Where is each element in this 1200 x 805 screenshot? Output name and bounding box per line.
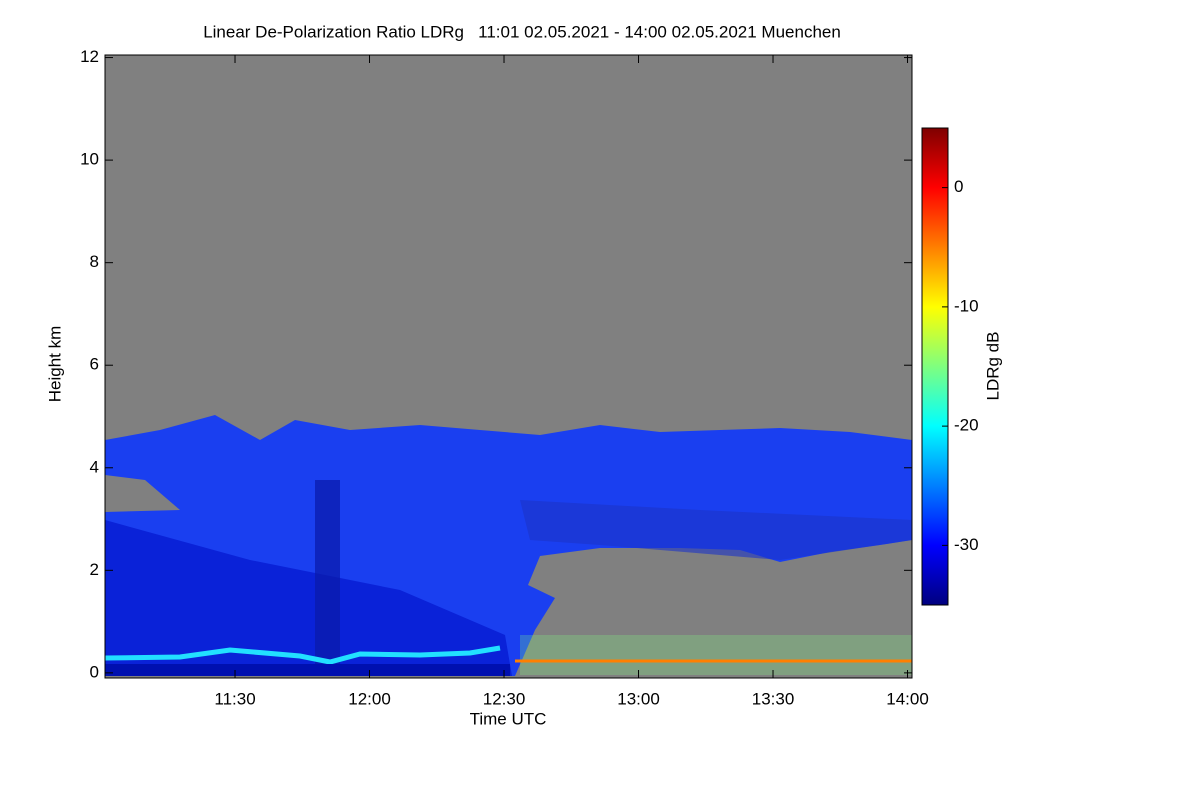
y-axis-label: Height km: [45, 326, 64, 403]
x-tick-label: 13:00: [617, 689, 660, 708]
colorbar: [921, 127, 949, 606]
colorbar-tick-label: -10: [954, 296, 979, 315]
y-tick-label: 0: [90, 662, 99, 681]
colorbar-tick-label: -30: [954, 535, 979, 554]
dark-layer: [520, 500, 912, 560]
colorbar-label: LDRg dB: [983, 332, 1002, 401]
y-tick-label: 4: [90, 457, 99, 476]
y-tick-label: 10: [80, 150, 99, 169]
y-tick-label: 2: [90, 560, 99, 579]
boundary-layer: [104, 645, 501, 665]
x-tick-label: 11:30: [214, 689, 255, 708]
x-axis-label: Time UTC: [470, 709, 547, 728]
plot-frame: [104, 54, 913, 679]
x-tick-label: 12:00: [348, 689, 391, 708]
colorbar-tick-label: -20: [954, 416, 979, 435]
gray-patch: [105, 475, 180, 512]
y-tick-label: 8: [90, 252, 99, 271]
field: [104, 55, 912, 678]
colorbar-tick-label: 0: [954, 177, 963, 196]
x-tick-label: 13:30: [752, 689, 795, 708]
column: [315, 480, 340, 676]
surface-noise: [520, 635, 912, 675]
dense-layer: [105, 520, 512, 676]
chart-title: Linear De-Polarization Ratio LDRg 11:01 …: [203, 22, 841, 41]
x-tick-label: 14:00: [886, 689, 929, 708]
x-tick-label: 12:30: [483, 689, 526, 708]
ground-layer: [105, 664, 510, 676]
y-tick-label: 6: [90, 355, 99, 374]
y-tick-label: 12: [80, 47, 99, 66]
